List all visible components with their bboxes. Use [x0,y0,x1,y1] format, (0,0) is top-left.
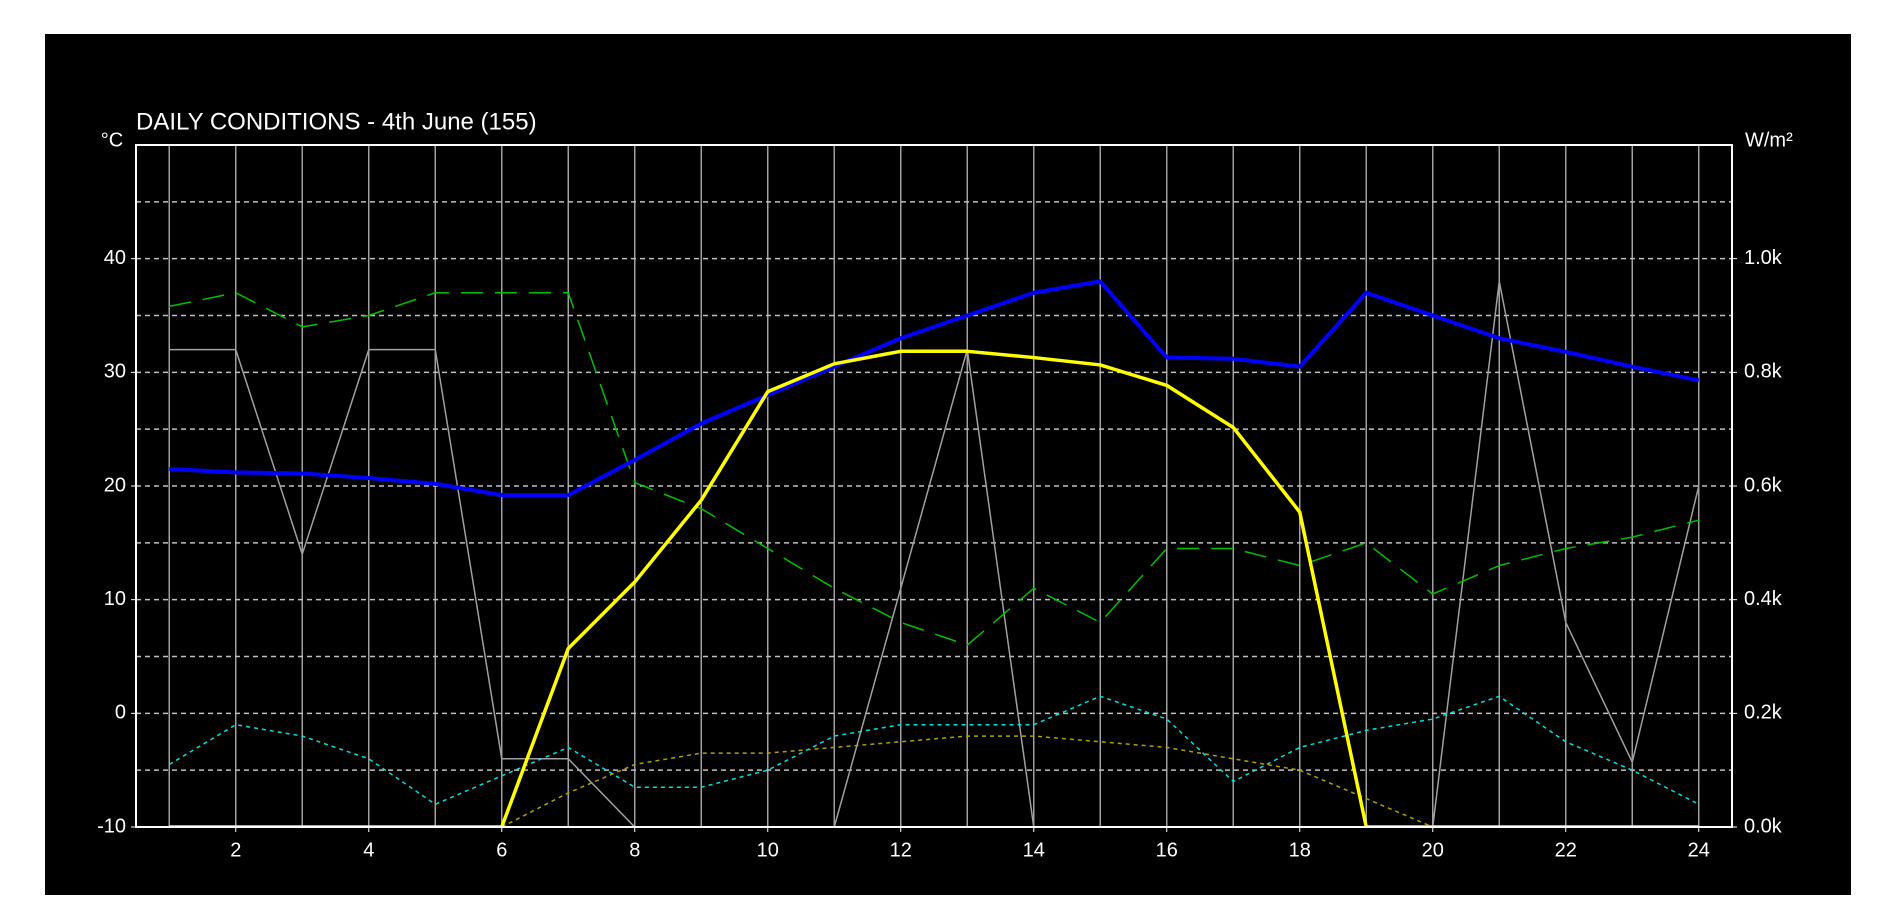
x-tick-label: 16 [1156,839,1178,861]
y-tick-label: -10 [97,815,126,837]
x-tick-label: 10 [757,839,779,861]
x-tick-label: 6 [496,839,507,861]
y-tick-label: 10 [104,588,126,610]
y2-tick-label: 0.2k [1744,702,1783,724]
series-line [168,695,1700,806]
x-tick-label: 18 [1289,839,1311,861]
plot-frame [135,144,1733,828]
y2-tick-label: 0.4k [1744,588,1783,610]
plot-lines [168,279,1700,827]
series-line [169,279,1700,498]
y-tick-label: 30 [104,361,126,383]
x-tick-label: 12 [890,839,912,861]
grid [131,145,1737,832]
x-tick-label: 8 [629,839,640,861]
y2-tick-label: 0.8k [1744,361,1783,383]
x-tick-label: 22 [1555,839,1577,861]
series-line [501,735,1434,827]
y-tick-label: 0 [115,702,126,724]
y2-tick-label: 0.6k [1744,474,1783,496]
chart-title: DAILY CONDITIONS - 4th June (155) [136,108,537,135]
series-line [169,292,1699,646]
y2-axis-label: W/m² [1745,129,1793,151]
y-axis-label: °C [101,129,123,151]
series-line [169,280,1700,827]
y2-tick-label: 0.0k [1744,815,1783,837]
chart-panel [45,34,1851,895]
x-tick-label: 14 [1023,839,1045,861]
x-tick-label: 24 [1688,839,1710,861]
x-tick-label: 2 [230,839,241,861]
x-tick-label: 20 [1422,839,1444,861]
y-tick-label: 40 [104,247,126,269]
y-tick-label: 20 [104,474,126,496]
y2-tick-label: 1.0k [1744,247,1783,269]
series-line [169,349,1699,827]
x-tick-label: 4 [363,839,374,861]
